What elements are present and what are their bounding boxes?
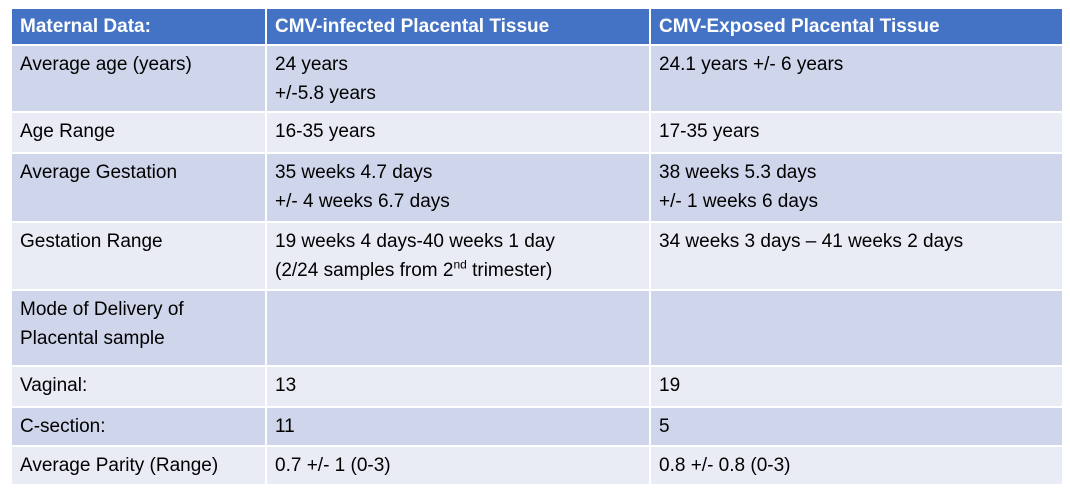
cell-text: Mode of Delivery of [20, 299, 184, 320]
cell-text: Average age (years) [20, 54, 192, 75]
cell-text: 19 weeks 4 days-40 weeks 1 day [275, 231, 555, 252]
infected-cell: 16-35 years [265, 111, 651, 154]
infected-cell: 0.7 +/- 1 (0-3) [265, 445, 651, 486]
table-row-average-gestation: Average Gestation 35 weeks 4.7 days +/- … [10, 152, 1064, 223]
cell-text: C-section: [20, 416, 106, 437]
table-row-c-section: C-section: 11 5 [10, 406, 1064, 447]
exposed-cell: 19 [649, 365, 1064, 408]
cell-text: Average Parity (Range) [20, 455, 219, 476]
exposed-cell: 17-35 years [649, 111, 1064, 154]
row-label: Vaginal: [10, 365, 267, 408]
cell-text: Age Range [20, 121, 116, 142]
cell-text: Gestation Range [20, 231, 163, 252]
exposed-cell: 38 weeks 5.3 days +/- 1 weeks 6 days [649, 152, 1064, 223]
cell-text: 0.8 +/- 0.8 (0-3) [659, 455, 791, 476]
infected-cell: 19 weeks 4 days-40 weeks 1 day (2/24 sam… [265, 221, 651, 291]
cell-text: 11 [275, 416, 295, 437]
cell-text: 5 [659, 416, 670, 437]
cell-text: 19 [659, 375, 681, 396]
row-label: Average Gestation [10, 152, 267, 223]
infected-cell: 11 [265, 406, 651, 447]
exposed-cell [649, 289, 1064, 367]
cell-text: 24.1 years +/- 6 years [659, 54, 844, 75]
exposed-cell: 24.1 years +/- 6 years [649, 44, 1064, 113]
row-label: C-section: [10, 406, 267, 447]
row-label: Age Range [10, 111, 267, 154]
header-row: Maternal Data: CMV-infected Placental Ti… [10, 7, 1064, 46]
table-row-average-age: Average age (years) 24 years +/-5.8 year… [10, 44, 1064, 113]
note-text: trimester) [466, 260, 553, 281]
row-label: Gestation Range [10, 221, 267, 291]
ordinal-suffix: nd [453, 257, 467, 272]
cell-text: 24 years [275, 54, 348, 75]
maternal-data-table: Maternal Data: CMV-infected Placental Ti… [10, 7, 1064, 486]
cell-text: 38 weeks 5.3 days [659, 162, 817, 183]
table-row-vaginal: Vaginal: 13 19 [10, 365, 1064, 408]
row-label: Average Parity (Range) [10, 445, 267, 486]
cell-text: +/-5.8 years [275, 83, 376, 104]
cell-text: Average Gestation [20, 162, 178, 183]
cell-text: +/- 1 weeks 6 days [659, 191, 818, 212]
table-row-average-parity: Average Parity (Range) 0.7 +/- 1 (0-3) 0… [10, 445, 1064, 486]
table-row-mode-of-delivery: Mode of Delivery of Placental sample [10, 289, 1064, 367]
row-label: Mode of Delivery of Placental sample [10, 289, 267, 367]
exposed-cell: 34 weeks 3 days – 41 weeks 2 days [649, 221, 1064, 291]
trimester-note: (2/24 samples from 2nd trimester) [275, 256, 641, 285]
infected-cell: 13 [265, 365, 651, 408]
header-cmv-exposed: CMV-Exposed Placental Tissue [649, 7, 1064, 46]
cell-text: Vaginal: [20, 375, 88, 396]
table-row-age-range: Age Range 16-35 years 17-35 years [10, 111, 1064, 154]
header-cmv-infected: CMV-infected Placental Tissue [265, 7, 651, 46]
infected-cell: 35 weeks 4.7 days +/- 4 weeks 6.7 days [265, 152, 651, 223]
cell-text: 35 weeks 4.7 days [275, 162, 433, 183]
exposed-cell: 5 [649, 406, 1064, 447]
cell-text: 17-35 years [659, 121, 760, 142]
cell-text: 16-35 years [275, 121, 376, 142]
note-text: (2/24 samples from 2 [275, 260, 454, 281]
cell-text: 13 [275, 375, 297, 396]
cell-text: 0.7 +/- 1 (0-3) [275, 455, 391, 476]
cell-text: 34 weeks 3 days – 41 weeks 2 days [659, 231, 964, 252]
infected-cell [265, 289, 651, 367]
exposed-cell: 0.8 +/- 0.8 (0-3) [649, 445, 1064, 486]
header-maternal-data: Maternal Data: [10, 7, 267, 46]
infected-cell: 24 years +/-5.8 years [265, 44, 651, 113]
cell-text: Placental sample [20, 328, 165, 349]
row-label: Average age (years) [10, 44, 267, 113]
table-row-gestation-range: Gestation Range 19 weeks 4 days-40 weeks… [10, 221, 1064, 291]
cell-text: +/- 4 weeks 6.7 days [275, 191, 450, 212]
